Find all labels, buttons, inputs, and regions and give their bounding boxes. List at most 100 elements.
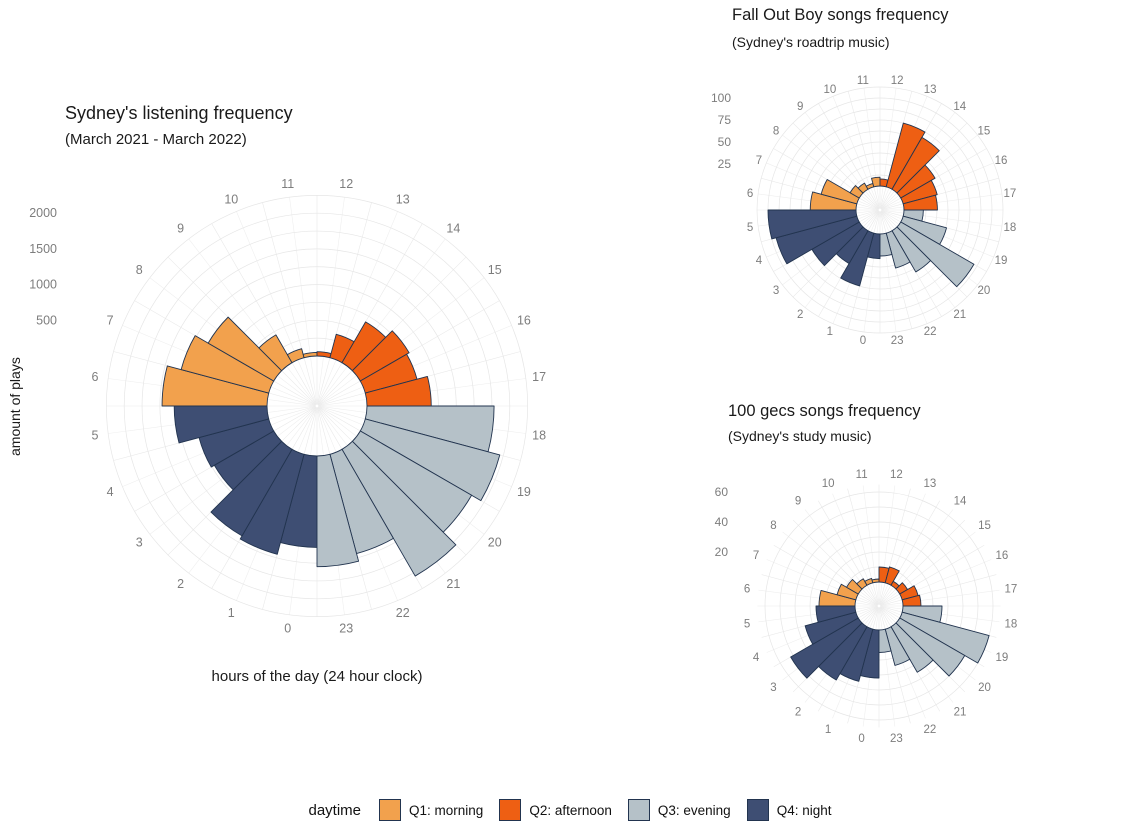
hour-tick-label-21: 21 <box>954 707 967 719</box>
bar-hour-2 <box>210 440 293 537</box>
legend-item-q4: Q4: night <box>746 799 832 821</box>
hour-tick-label-1: 1 <box>228 606 235 620</box>
hour-tick-label-6: 6 <box>744 584 750 596</box>
hour-tick-label-21: 21 <box>446 577 460 591</box>
polar-grid-spoke <box>832 493 879 605</box>
r-axis-tick-label-500: 500 <box>36 313 57 327</box>
bar-hour-9 <box>258 334 293 372</box>
r-axis-tick-label-1500: 1500 <box>29 242 57 256</box>
hour-tick-label-10: 10 <box>823 84 836 96</box>
polar-grid-ring <box>756 86 1004 334</box>
legend-label-q3: Q3: evening <box>657 802 731 818</box>
legend-item-q3: Q3: evening <box>627 799 731 821</box>
hour-tick-label-15: 15 <box>978 520 991 532</box>
hour-tick-label-15: 15 <box>978 125 991 137</box>
hour-tick-label-7: 7 <box>756 155 762 167</box>
r-axis-tick-label-40: 40 <box>715 515 729 529</box>
polar-grid-spoke <box>211 223 317 405</box>
hour-tick-label-7: 7 <box>107 314 114 328</box>
polar-grid-spoke <box>758 589 878 607</box>
polar-grid-spoke <box>782 134 879 210</box>
r-axis-tick-label-20: 20 <box>715 545 729 559</box>
hour-tick-label-13: 13 <box>396 192 410 206</box>
bar-hour-11 <box>871 176 881 188</box>
polar-grid-spoke <box>289 197 318 405</box>
legend-swatch-q1 <box>379 799 402 821</box>
bar-hour-12 <box>316 351 332 359</box>
polar-grid-spoke <box>881 162 994 210</box>
polar-grid-spoke <box>782 531 878 606</box>
hour-tick-label-3: 3 <box>136 536 143 550</box>
hour-tick-label-14: 14 <box>954 496 967 508</box>
hour-tick-label-17: 17 <box>1003 188 1016 200</box>
hour-tick-label-14: 14 <box>446 222 460 236</box>
hour-tick-label-16: 16 <box>995 155 1008 167</box>
hour-tick-label-8: 8 <box>773 125 779 137</box>
hour-tick-label-6: 6 <box>91 370 98 384</box>
hour-tick-label-5: 5 <box>91 429 98 443</box>
legend-label-q4: Q4: night <box>776 802 832 818</box>
r-axis-tick-label-100: 100 <box>711 91 731 105</box>
r-axis-tick-label-60: 60 <box>715 485 729 499</box>
polar-grid-spoke <box>847 91 880 209</box>
hour-tick-label-16: 16 <box>995 550 1008 562</box>
bar-hour-10 <box>286 348 305 364</box>
bar-hour-8 <box>846 579 863 595</box>
r-axis-tick-label-2000: 2000 <box>29 206 57 220</box>
main-x-axis-label: hours of the day (24 hour clock) <box>211 668 423 685</box>
hour-tick-label-18: 18 <box>1004 618 1017 630</box>
polar-grid-spoke <box>818 103 880 209</box>
polar-grid-spoke <box>879 88 897 209</box>
hour-tick-label-21: 21 <box>953 309 966 321</box>
polar-grid-spoke <box>766 559 878 606</box>
bar-hour-6 <box>818 590 857 607</box>
legend-item-q2: Q2: afternoon <box>499 799 612 821</box>
hour-tick-label-11: 11 <box>857 75 869 87</box>
polar-grid-spoke <box>817 500 879 605</box>
hour-tick-label-22: 22 <box>396 606 410 620</box>
polar-grid-ring <box>106 195 528 617</box>
polar-grid-spoke <box>880 559 992 606</box>
gecs-chart-subtitle: (Sydney's study music) <box>728 428 872 444</box>
polar-grid-spoke <box>880 211 913 329</box>
hour-tick-label-19: 19 <box>995 255 1008 267</box>
polar-grid-spoke <box>881 209 1002 227</box>
polar-grid-spoke <box>804 509 879 605</box>
polar-grid-spoke <box>847 488 879 605</box>
polar-grid-spoke <box>317 238 446 405</box>
polar-grid-spoke <box>317 223 423 405</box>
hour-tick-label-12: 12 <box>339 177 353 191</box>
hour-tick-label-20: 20 <box>488 536 502 550</box>
hour-tick-label-19: 19 <box>995 652 1008 664</box>
polar-grid-spoke <box>236 211 317 405</box>
hour-tick-label-0: 0 <box>284 621 291 635</box>
hour-tick-label-17: 17 <box>532 370 546 384</box>
bar-hour-14 <box>891 136 940 194</box>
polar-grid-ring <box>764 491 994 721</box>
bar-hour-17 <box>902 194 938 211</box>
hour-tick-label-9: 9 <box>797 101 803 113</box>
fob-chart-subtitle: (Sydney's roadtrip music) <box>732 34 890 50</box>
polar-grid-spoke <box>318 325 512 406</box>
polar-grid-spoke <box>316 197 345 405</box>
legend-label-q1: Q1: morning <box>409 802 484 818</box>
hour-tick-label-22: 22 <box>923 724 936 736</box>
bar-hour-21 <box>891 226 932 273</box>
bar-hour-5 <box>815 605 857 623</box>
hour-tick-label-15: 15 <box>488 263 502 277</box>
hour-tick-label-9: 9 <box>795 496 801 508</box>
hour-tick-label-6: 6 <box>747 188 753 200</box>
hour-tick-label-12: 12 <box>891 75 904 87</box>
bar-hour-1 <box>840 230 875 287</box>
hour-tick-label-20: 20 <box>978 682 991 694</box>
hour-tick-label-1: 1 <box>825 724 831 736</box>
bar-hour-23 <box>316 453 360 568</box>
polar-grid-spoke <box>317 211 398 405</box>
hour-tick-label-23: 23 <box>891 335 904 347</box>
legend-swatch-q3 <box>627 799 650 821</box>
polar-grid-spoke <box>761 574 878 606</box>
r-axis-tick-label-50: 50 <box>718 135 732 149</box>
polar-grid-spoke <box>862 485 880 605</box>
